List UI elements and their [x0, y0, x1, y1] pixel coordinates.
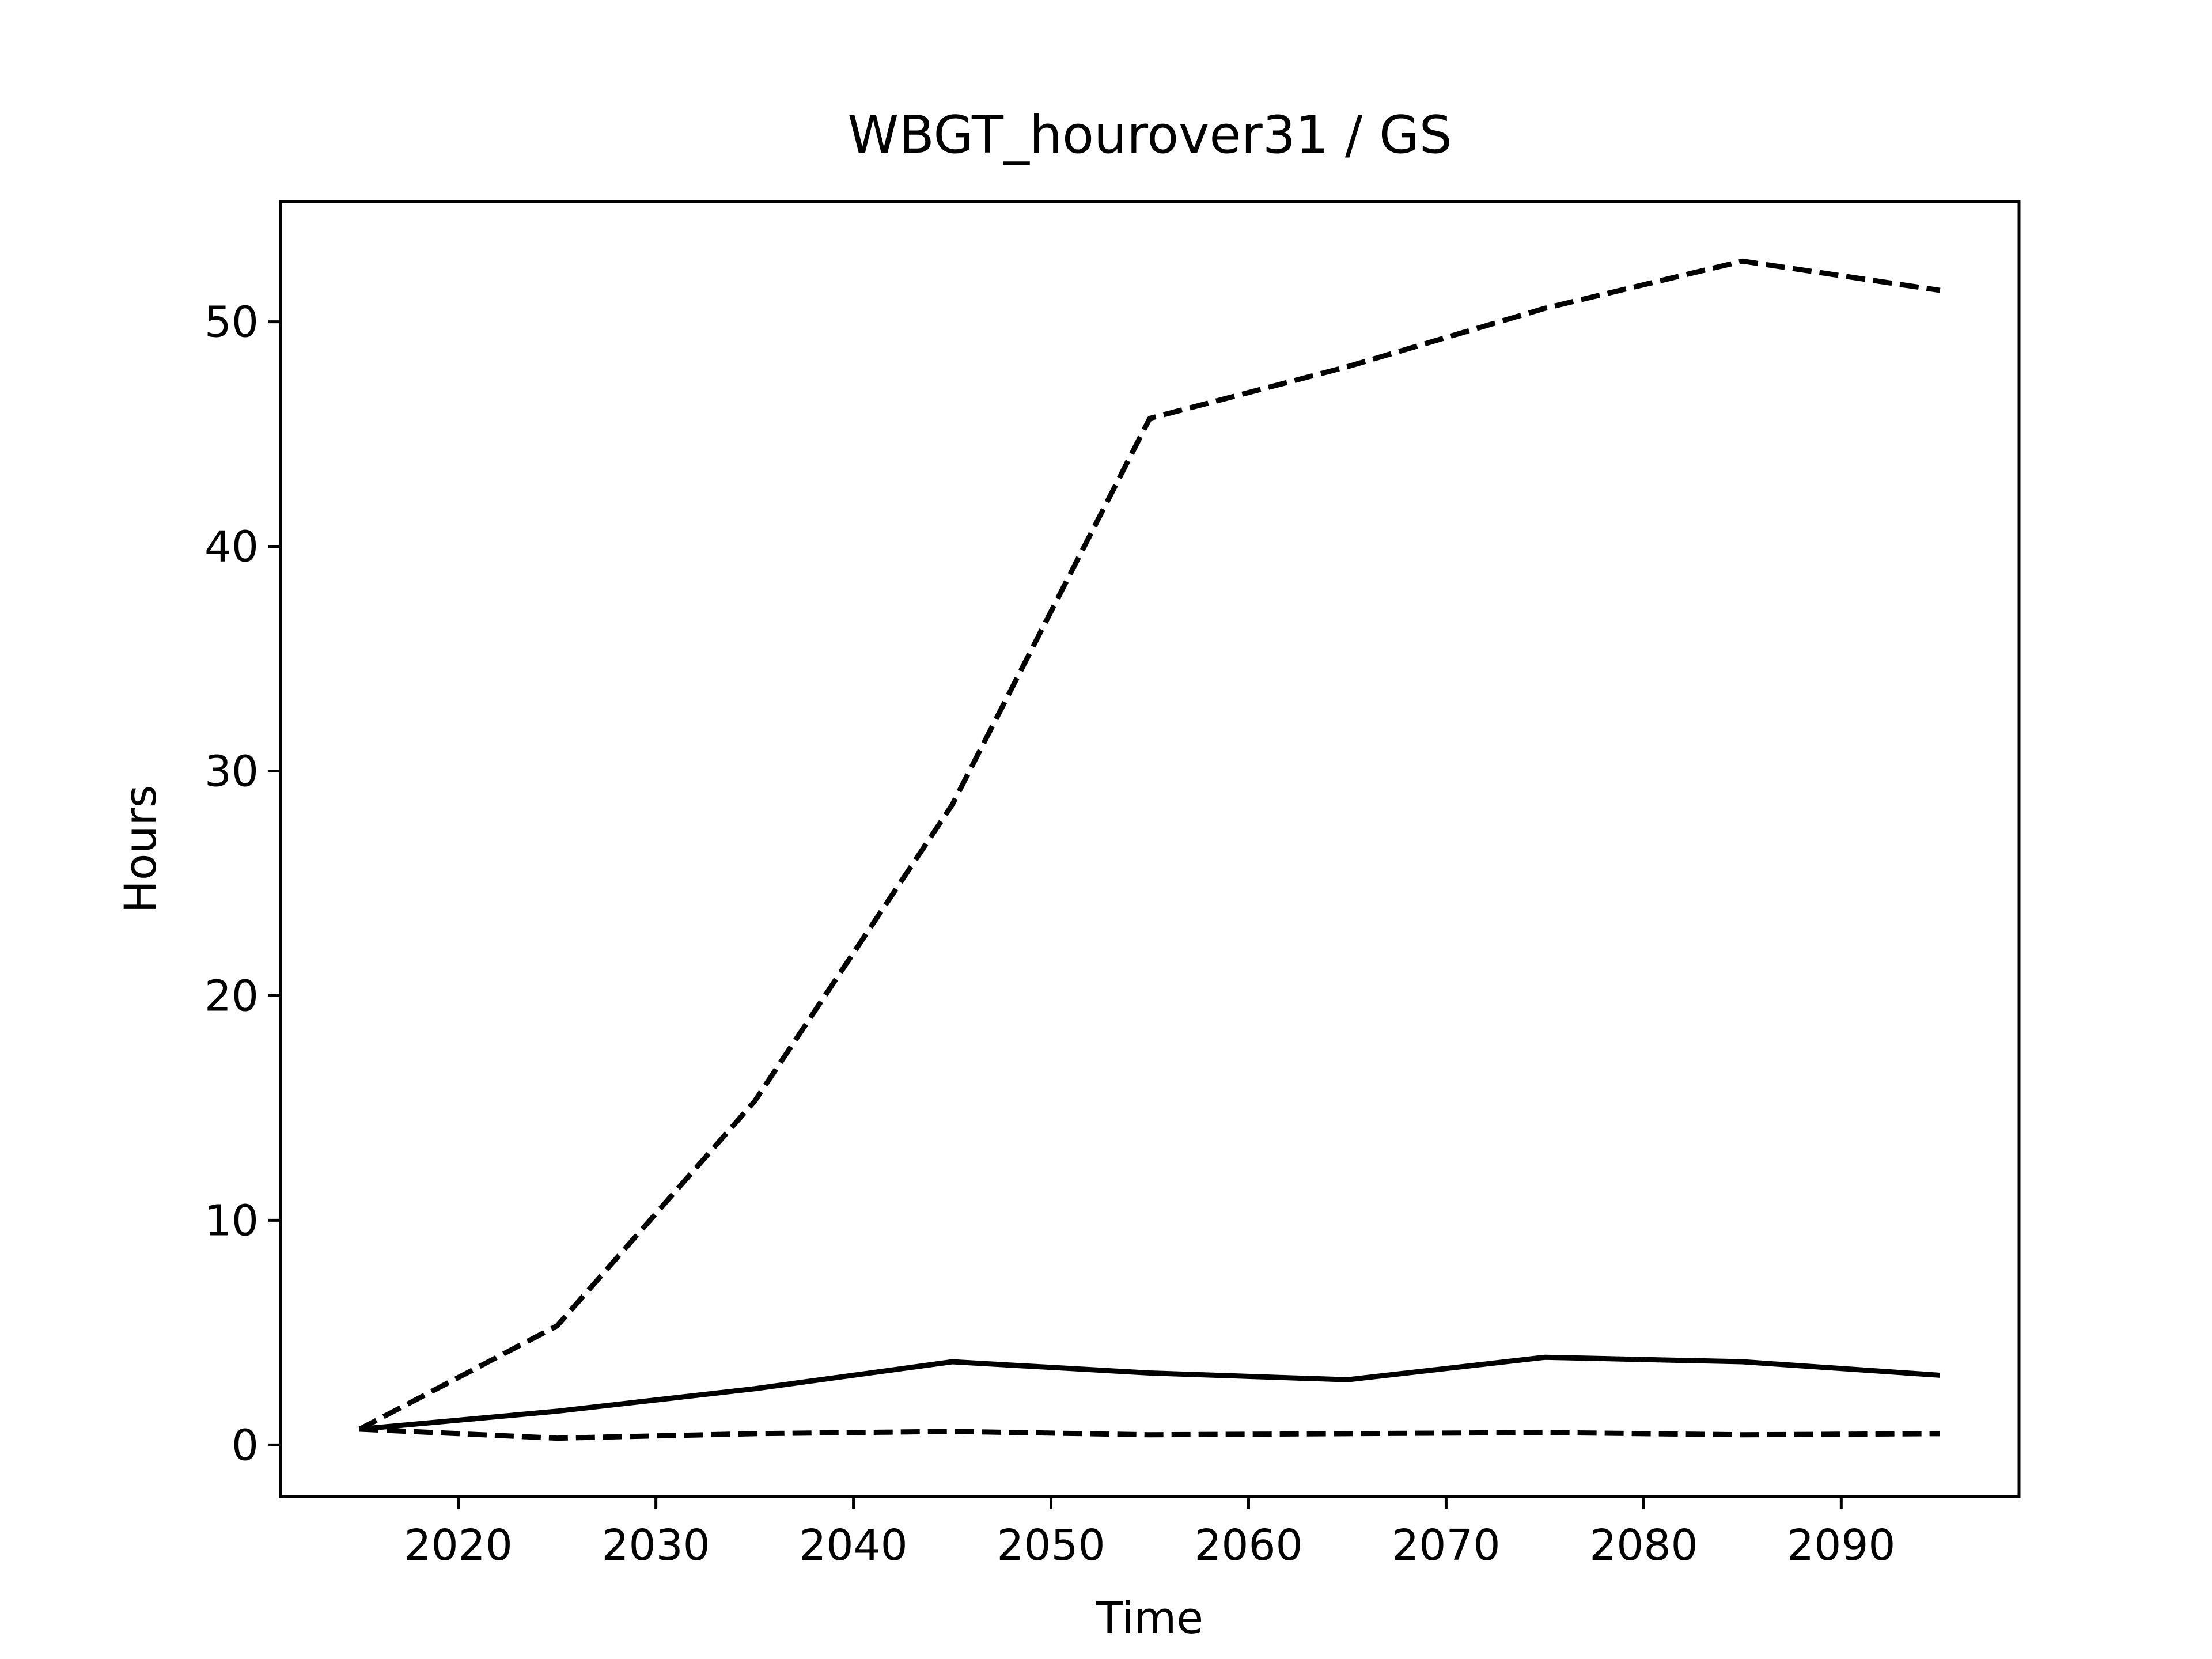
chart-title: WBGT_hourover31 / GS — [847, 105, 1452, 165]
y-tick-label: 10 — [204, 1196, 259, 1245]
x-tick-label: 2090 — [1787, 1521, 1895, 1570]
line-series — [359, 1426, 1940, 1441]
plot-frame — [279, 200, 2021, 1498]
x-axis-label: Time — [1096, 1592, 1203, 1643]
x-tick-label: 2070 — [1392, 1521, 1500, 1570]
y-tick-label: 20 — [204, 971, 259, 1021]
y-tick-label: 0 — [232, 1421, 259, 1470]
line-series — [358, 258, 1941, 1432]
x-tick-label: 2060 — [1194, 1521, 1302, 1570]
x-tick-label: 2040 — [799, 1521, 907, 1570]
y-tick-label: 40 — [204, 522, 259, 572]
y-tick-label: 50 — [204, 298, 259, 347]
x-tick-label: 2080 — [1589, 1521, 1698, 1570]
x-tick-label: 2030 — [601, 1521, 710, 1570]
y-axis-label: Hours — [115, 785, 166, 914]
x-tick-label: 2020 — [404, 1521, 512, 1570]
y-tick-label: 30 — [204, 747, 259, 796]
line-series — [359, 1354, 1941, 1432]
x-tick-label: 2050 — [997, 1521, 1105, 1570]
